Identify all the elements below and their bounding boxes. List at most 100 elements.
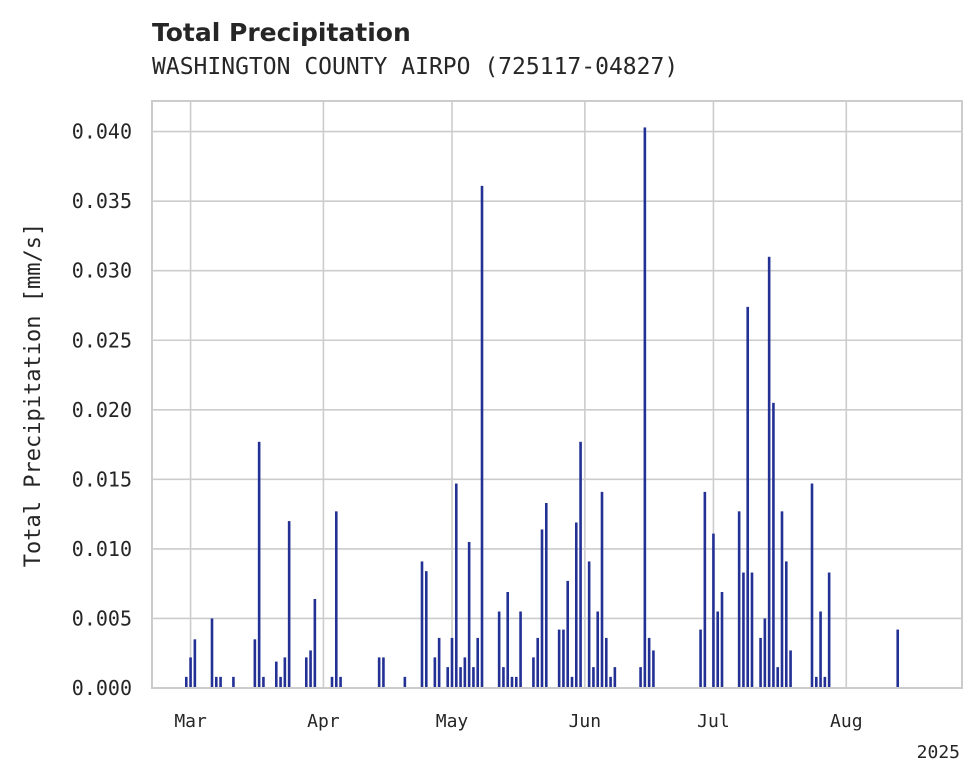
precip-bar xyxy=(232,676,235,688)
precip-bar xyxy=(532,657,535,688)
precip-bar xyxy=(334,511,338,688)
precip-bar xyxy=(767,256,771,688)
precip-bar xyxy=(592,667,595,688)
precip-bar xyxy=(737,511,741,688)
precip-bar xyxy=(257,441,261,688)
precip-bar xyxy=(810,483,814,688)
precip-bar xyxy=(823,676,827,688)
precip-bar xyxy=(784,561,788,688)
precip-bar xyxy=(309,650,312,688)
precip-bar xyxy=(540,529,544,688)
precip-bar xyxy=(377,657,381,688)
precip-bar xyxy=(214,676,218,688)
y-tick-label: 0.015 xyxy=(72,467,132,491)
precip-bar xyxy=(502,667,505,688)
x-axis-ticks: Mar Apr May Jun Jul Aug xyxy=(174,711,862,732)
precip-bar xyxy=(514,676,518,688)
precip-bar xyxy=(279,676,282,688)
x-tick-label: Apr xyxy=(307,711,340,732)
precip-bar xyxy=(437,637,441,688)
precip-bar xyxy=(789,650,792,688)
precip-bar xyxy=(587,561,591,688)
precip-bar xyxy=(647,637,651,688)
precip-bar xyxy=(184,676,188,688)
y-tick-label: 0.025 xyxy=(72,328,132,352)
x-tick-label: May xyxy=(436,711,469,732)
plot-frame xyxy=(151,100,963,689)
precip-bar xyxy=(304,657,308,688)
precip-bar xyxy=(420,561,424,688)
precip-bar xyxy=(750,572,754,688)
precip-bar xyxy=(467,541,471,688)
y-tick-label: 0.020 xyxy=(72,398,132,422)
precip-bar xyxy=(463,657,467,688)
precip-bar xyxy=(819,611,822,688)
precip-bar xyxy=(459,667,462,688)
precip-bar xyxy=(562,629,565,688)
precip-bar xyxy=(506,592,510,688)
precip-bar xyxy=(339,676,342,688)
precip-bar xyxy=(450,637,454,688)
precip-bar xyxy=(827,572,831,688)
y-tick-label: 0.035 xyxy=(72,189,132,213)
precip-bar xyxy=(639,667,642,688)
precip-bar xyxy=(703,491,707,688)
y-tick-label: 0.010 xyxy=(72,537,132,561)
x-tick-label: Jul xyxy=(697,711,730,732)
precip-bar xyxy=(476,637,480,688)
precip-bar xyxy=(454,483,458,688)
precip-bar xyxy=(557,629,561,688)
precip-bar xyxy=(446,667,450,688)
precip-bar xyxy=(210,618,214,688)
precip-bar xyxy=(643,127,647,689)
precip-bar xyxy=(652,650,655,688)
precip-bar xyxy=(772,402,775,688)
x-tick-label: Jun xyxy=(569,711,602,732)
precip-bar xyxy=(604,637,608,688)
precip-bar xyxy=(193,639,197,688)
precip-bar xyxy=(283,657,287,688)
precip-bar xyxy=(519,611,522,688)
precip-bar xyxy=(579,441,582,688)
x-tick-label: Aug xyxy=(830,711,863,732)
chart-subtitle: WASHINGTON COUNTY AIRPO (725117-04827) xyxy=(152,54,678,80)
x-tick-label: Mar xyxy=(174,711,207,732)
x-axis-year-label: 2025 xyxy=(917,742,960,763)
precip-bar xyxy=(262,676,265,688)
precip-bar xyxy=(189,657,192,688)
gridlines xyxy=(152,101,962,689)
precip-bar xyxy=(497,611,501,688)
y-tick-label: 0.000 xyxy=(72,676,132,700)
precip-bar xyxy=(609,676,612,688)
y-tick-label: 0.030 xyxy=(72,259,132,283)
precip-bar xyxy=(613,667,617,688)
chart-title: Total Precipitation xyxy=(152,18,411,47)
precip-bar xyxy=(699,629,702,688)
precip-bar xyxy=(313,598,317,688)
precip-bar xyxy=(472,667,475,688)
precip-bar xyxy=(763,618,767,688)
precip-bar xyxy=(776,667,780,688)
precip-bar xyxy=(510,676,514,688)
precip-bar xyxy=(759,637,762,688)
precip-bar xyxy=(780,511,784,688)
precip-bar xyxy=(433,657,437,688)
precip-bar xyxy=(596,611,600,688)
precip-bar xyxy=(600,491,604,688)
y-axis-label: Total Precipitation [mm/s] xyxy=(21,223,46,567)
y-axis-ticks: 0.000 0.005 0.010 0.015 0.020 0.025 0.030 0.035… xyxy=(72,120,132,700)
precip-bar xyxy=(287,521,291,688)
precip-bar xyxy=(712,533,715,688)
precip-bar xyxy=(253,639,257,688)
precip-bar xyxy=(219,676,222,688)
precip-bar xyxy=(896,629,900,688)
precip-bar xyxy=(746,306,750,688)
precip-bar xyxy=(814,676,818,688)
precip-bar xyxy=(570,676,574,688)
precip-bar xyxy=(574,522,578,688)
bars xyxy=(184,127,900,689)
y-tick-label: 0.005 xyxy=(72,606,132,630)
precip-bar xyxy=(742,572,745,688)
precip-bar xyxy=(480,185,484,688)
